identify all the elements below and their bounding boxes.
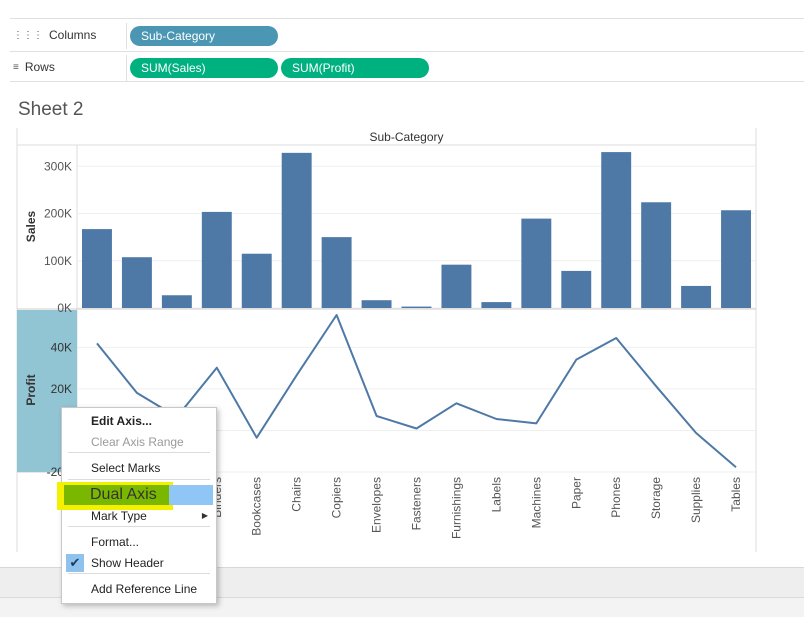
shelf-bottom-border — [10, 81, 804, 82]
category-tick-label: Copiers — [330, 477, 344, 518]
shelf-divider — [126, 55, 127, 81]
sum-sales-pill[interactable]: SUM(Sales) — [130, 58, 278, 78]
rows-icon: ≡ — [13, 61, 19, 73]
category-tick-label: Storage — [649, 477, 663, 519]
columns-shelf-label: ⋮⋮⋮ Columns — [13, 28, 97, 42]
menu-item-add-reference-line[interactable]: Add Reference Line — [62, 578, 216, 600]
columns-icon: ⋮⋮⋮ — [13, 29, 43, 41]
sales-axis-label: Sales — [24, 210, 38, 242]
rows-shelf-label: ≡ Rows — [13, 60, 55, 74]
shelf-middle-border — [10, 51, 804, 52]
sub-category-pill[interactable]: Sub-Category — [130, 26, 278, 46]
sales-bar — [401, 306, 432, 308]
menu-hover-highlight — [169, 485, 213, 505]
sheet-title: Sheet 2 — [18, 99, 84, 120]
category-tick-label: Phones — [609, 477, 623, 518]
menu-item-format[interactable]: Format... — [62, 531, 216, 553]
menu-separator — [68, 479, 210, 480]
profit-line — [96, 314, 737, 468]
category-tick-label: Labels — [489, 477, 503, 512]
sales-bar — [201, 211, 232, 308]
sum-profit-pill[interactable]: SUM(Profit) — [281, 58, 429, 78]
menu-item-label: Select Marks — [91, 461, 161, 475]
sales-bar — [521, 218, 552, 308]
submenu-arrow-icon: ▶ — [201, 511, 208, 520]
menu-item-edit-axis[interactable]: Edit Axis... — [62, 410, 216, 432]
sales-bar — [641, 202, 672, 308]
sales-bar — [121, 257, 152, 308]
sales-bar — [241, 253, 272, 308]
sales-tick-label: 0K — [57, 301, 72, 315]
menu-item-label: Show Header — [91, 556, 164, 570]
checkmark-icon: ✔ — [66, 554, 84, 572]
sales-bar — [321, 237, 352, 308]
menu-item-label: Mark Type — [91, 509, 147, 523]
sales-bar — [82, 229, 112, 308]
category-tick-label: Fasteners — [410, 477, 424, 530]
menu-item-show-header[interactable]: Show Header ✔ — [62, 552, 216, 574]
profit-axis-label: Profit — [24, 374, 38, 405]
shelf-top-border — [10, 18, 804, 19]
menu-item-label: Add Reference Line — [91, 582, 198, 596]
category-tick-label: Bookcases — [250, 477, 264, 536]
category-tick-label: Supplies — [689, 477, 703, 523]
category-tick-label: Chairs — [290, 477, 304, 512]
column-header-title: Sub-Category — [369, 130, 443, 144]
menu-item-label: Dual Axis — [90, 486, 157, 503]
menu-separator — [68, 526, 210, 527]
annotation-highlight-green — [64, 485, 169, 505]
sales-tick-label: 200K — [44, 207, 72, 221]
category-tick-label: Paper — [569, 477, 583, 509]
sales-bar — [681, 285, 712, 308]
profit-tick-label: 20K — [51, 382, 72, 396]
profit-tick-label: 40K — [51, 340, 72, 354]
menu-item-dual-axis[interactable]: Dual Axis — [61, 484, 215, 506]
menu-item-label: Clear Axis Range — [91, 435, 184, 449]
category-tick-label: Machines — [529, 477, 543, 528]
menu-item-mark-type[interactable]: Mark Type ▶ — [62, 505, 216, 527]
shelf-divider — [126, 23, 127, 49]
menu-item-select-marks[interactable]: Select Marks — [62, 457, 216, 479]
menu-separator — [68, 452, 210, 453]
menu-item-label: Edit Axis... — [91, 414, 152, 428]
sales-bar — [361, 300, 392, 308]
category-tick-label: Tables — [729, 477, 743, 512]
sales-bar — [601, 152, 632, 308]
sales-bar — [281, 152, 312, 308]
sales-bar — [721, 210, 751, 308]
sales-bar — [561, 270, 592, 308]
rows-shelf[interactable]: ≡ Rows SUM(Sales) SUM(Profit) — [0, 55, 804, 81]
category-tick-label: Envelopes — [370, 477, 384, 533]
sales-bar — [161, 295, 192, 308]
category-tick-label: Furnishings — [449, 477, 463, 539]
sales-bar — [481, 302, 512, 308]
menu-item-label: Format... — [91, 535, 140, 549]
sales-tick-label: 300K — [44, 159, 72, 173]
sales-tick-label: 100K — [44, 254, 72, 268]
menu-item-clear-axis-range: Clear Axis Range — [62, 431, 216, 453]
sales-bar — [441, 264, 472, 308]
menu-separator — [68, 573, 210, 574]
columns-shelf[interactable]: ⋮⋮⋮ Columns Sub-Category — [0, 23, 804, 49]
